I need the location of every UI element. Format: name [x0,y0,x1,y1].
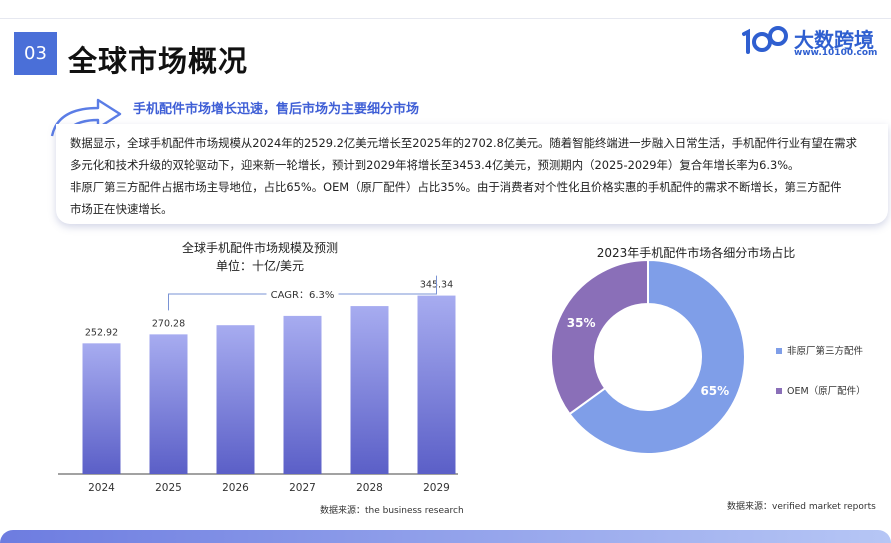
section-number-badge: 03 [14,32,57,75]
legend-label: 非原厂第三方配件 [787,345,864,357]
section-subtitle: 手机配件市场增长迅速，售后市场为主要细分市场 [133,102,420,117]
donut-slice-1 [550,258,649,416]
x-tick-label: 2027 [289,482,316,494]
donut-chart-source: 数据来源：verified market reports [727,500,876,512]
bar-2029 [417,295,456,474]
summary-line: 数据显示，全球手机配件市场规模从2024年的2529.2亿美元增长至2025年的… [70,136,857,150]
legend-label: OEM（原厂配件） [787,385,866,397]
x-tick-label: 2025 [155,482,182,494]
summary-line: 多元化和技术升级的双轮驱动下，迎来新一轮增长，预计到2029年将增长至3453.… [70,158,800,172]
bar-value-label: 252.92 [85,327,118,338]
brand-logo: 大数跨境 www.10100.com [742,22,882,62]
summary-line: 市场正在快速增长。 [70,202,173,216]
bar-chart-title: 全球手机配件市场规模及预测 [182,240,338,255]
donut-slice-label: 35% [567,316,596,330]
segment-donut-chart: 2023年手机配件市场各细分市场占比 65% 35% 非原厂第三方配件 OEM（原厂配件… [550,245,876,512]
bar-chart-unit: 单位：十亿/美元 [216,258,304,273]
logo-text: 大数跨境 [794,28,874,52]
logo-mark-icon [742,26,788,54]
legend-swatch [776,388,782,394]
donut-chart-title: 2023年手机配件市场各细分市场占比 [597,245,796,260]
page-title: 全球市场概况 [68,44,249,78]
bar-2024 [82,343,121,474]
summary-panel: 数据显示，全球手机配件市场规模从2024年的2529.2亿美元增长至2025年的… [56,124,888,224]
bar-chart-source: 数据来源：the business research [320,504,464,516]
bar-2027 [283,315,322,474]
summary-line: 非原厂第三方配件占据市场主导地位，占比65%。OEM（原厂配件）占比35%。由于… [70,180,842,194]
cagr-label-bg [266,286,339,302]
donut-slice-0 [568,258,746,455]
x-tick-label: 2024 [88,482,115,494]
x-tick-label: 2028 [356,482,383,494]
x-tick-label: 2029 [423,482,450,494]
cagr-annotation: CAGR：6.3% [271,290,335,301]
bar-2028 [350,306,389,474]
x-tick-label: 2026 [222,482,249,494]
bar-2026 [216,325,255,474]
bar-2025 [149,334,188,474]
donut-slice-label: 65% [700,384,729,398]
top-divider [0,18,891,19]
bottom-accent-bar [0,530,891,543]
legend-swatch [776,348,782,354]
logo-url: www.10100.com [794,48,878,58]
bar-value-label: 270.28 [152,318,185,329]
